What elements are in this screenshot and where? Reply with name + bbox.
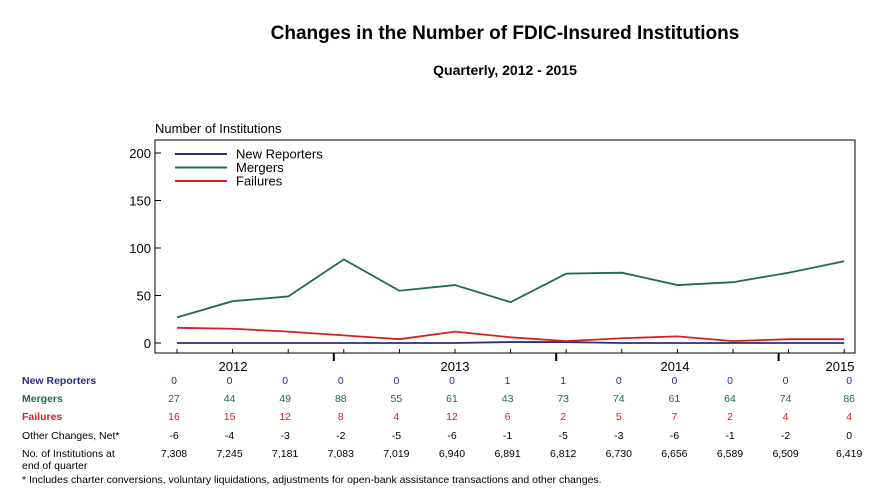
table-cell: 55 xyxy=(391,393,403,405)
table-cell: -6 xyxy=(169,430,178,442)
series-line-failures xyxy=(176,326,845,343)
table-cell: -2 xyxy=(336,430,345,442)
table-cell: 73 xyxy=(557,393,569,405)
table-cell: 7 xyxy=(671,411,677,423)
table-cell: 43 xyxy=(502,393,514,405)
table-cell: -3 xyxy=(614,430,623,442)
table-cell: -2 xyxy=(781,430,790,442)
table-cell: 8 xyxy=(338,411,344,423)
plot-frame xyxy=(154,139,856,354)
table-cell: 4 xyxy=(783,411,789,423)
table-cell: 0 xyxy=(227,375,233,387)
table-cell: 12 xyxy=(446,411,458,423)
chart-subtitle: Quarterly, 2012 - 2015 xyxy=(433,62,577,78)
table-cell: -5 xyxy=(392,430,401,442)
year-label: 2013 xyxy=(441,359,470,374)
table-cell: 0 xyxy=(449,375,455,387)
table-cell: -1 xyxy=(503,430,512,442)
table-cell: 0 xyxy=(171,375,177,387)
table-cell: 27 xyxy=(168,393,180,405)
table-row-label: Failures xyxy=(22,411,62,423)
table-row-label: end of quarter xyxy=(22,460,88,472)
table-cell: -3 xyxy=(281,430,290,442)
legend-label: Mergers xyxy=(236,160,284,175)
table-cell: -4 xyxy=(225,430,234,442)
table-cell: 2 xyxy=(727,411,733,423)
table-cell: 0 xyxy=(282,375,288,387)
table-cell: 0 xyxy=(338,375,344,387)
y-tick-label: 200 xyxy=(129,146,151,161)
table-cell: 0 xyxy=(846,430,852,442)
table-cell: 86 xyxy=(843,393,855,405)
table-cell: 6,589 xyxy=(717,448,743,460)
year-label: 2014 xyxy=(661,359,690,374)
table-cell: -5 xyxy=(559,430,568,442)
table-cell: 15 xyxy=(224,411,236,423)
table-cell: 6,812 xyxy=(550,448,576,460)
table-cell: 44 xyxy=(224,393,236,405)
table-cell: -1 xyxy=(725,430,734,442)
year-label: 2015 xyxy=(826,359,855,374)
table-row-label: New Reporters xyxy=(22,375,96,387)
table-cell: 74 xyxy=(613,393,625,405)
table-cell: 0 xyxy=(616,375,622,387)
table-cell: 1 xyxy=(560,375,566,387)
table-cell: 6 xyxy=(505,411,511,423)
y-axis-label: Number of Institutions xyxy=(155,121,282,136)
table-cell: 12 xyxy=(279,411,291,423)
legend-label: Failures xyxy=(236,174,283,189)
y-tick-label: 0 xyxy=(144,336,151,351)
table-cell: 5 xyxy=(616,411,622,423)
table-cell: 7,083 xyxy=(328,448,354,460)
table-cell: 6,509 xyxy=(772,448,798,460)
series-line-new-reporters xyxy=(177,341,845,344)
table-cell: 49 xyxy=(279,393,291,405)
table-cell: 0 xyxy=(671,375,677,387)
table-cell: 2 xyxy=(560,411,566,423)
footnote: * Includes charter conversions, voluntar… xyxy=(22,474,602,486)
chart-title: Changes in the Number of FDIC-Insured In… xyxy=(270,23,740,44)
table-cell: 0 xyxy=(393,375,399,387)
table-cell: 6,656 xyxy=(661,448,687,460)
table-cell: 74 xyxy=(780,393,792,405)
table-cell: 7,245 xyxy=(216,448,242,460)
table-cell: 7,181 xyxy=(272,448,298,460)
table-cell: 88 xyxy=(335,393,347,405)
table-cell: -6 xyxy=(670,430,679,442)
table-cell: 7,308 xyxy=(161,448,187,460)
table-cell: 0 xyxy=(846,375,852,387)
table-cell: 6,940 xyxy=(439,448,465,460)
table-cell: 6,891 xyxy=(494,448,520,460)
year-label: 2012 xyxy=(219,359,248,374)
table-row-label: Other Changes, Net* xyxy=(22,430,119,442)
table-cell: 7,019 xyxy=(383,448,409,460)
table-cell: 6,419 xyxy=(836,448,862,460)
table-cell: 6,730 xyxy=(606,448,632,460)
table-cell: 61 xyxy=(446,393,458,405)
y-tick-label: 150 xyxy=(129,194,151,209)
table-cell: 61 xyxy=(669,393,681,405)
table-row-label: Mergers xyxy=(22,393,63,405)
y-tick-label: 50 xyxy=(137,289,151,304)
table-cell: 0 xyxy=(727,375,733,387)
table-cell: 0 xyxy=(783,375,789,387)
table-cell: 4 xyxy=(846,411,852,423)
table-cell: 1 xyxy=(505,375,511,387)
table-row-label: No. of Institutions at xyxy=(22,448,115,460)
series-line-mergers xyxy=(176,258,845,319)
table-cell: 16 xyxy=(168,411,180,423)
y-tick-label: 100 xyxy=(129,241,151,256)
table-cell: 4 xyxy=(393,411,399,423)
legend-label: New Reporters xyxy=(236,147,323,162)
table-cell: 64 xyxy=(724,393,736,405)
table-cell: -6 xyxy=(447,430,456,442)
